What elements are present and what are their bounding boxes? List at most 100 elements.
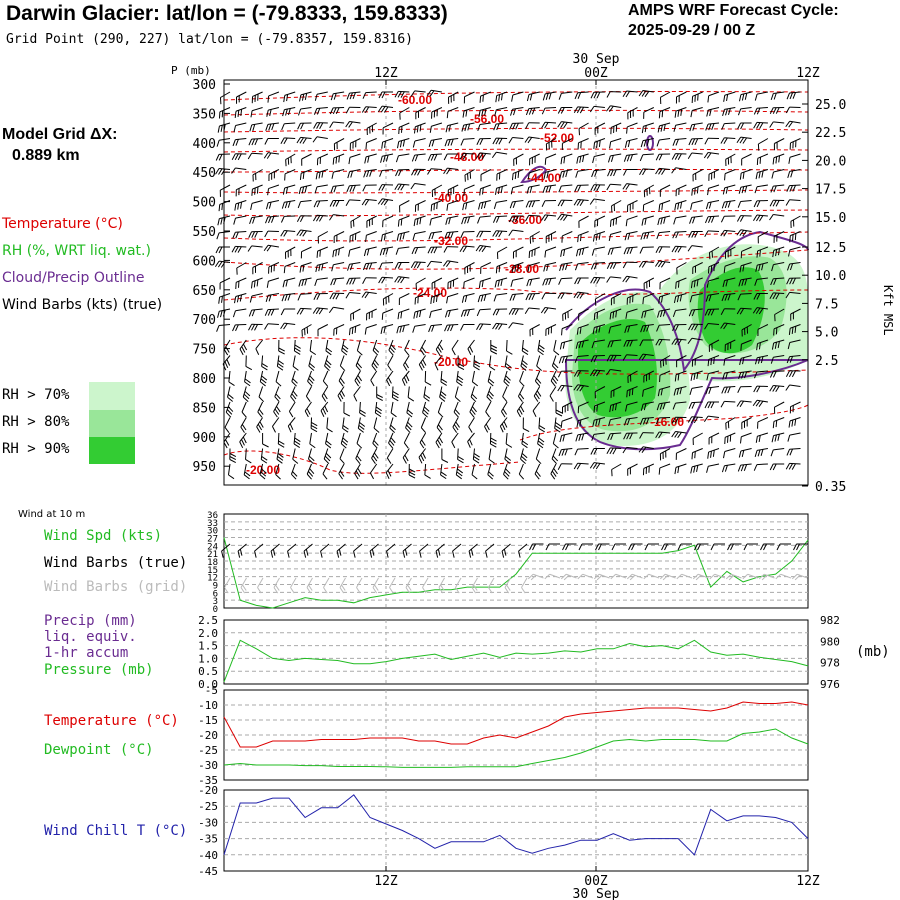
wind-barb [722, 184, 736, 195]
wind-barb [787, 339, 801, 350]
wind-barb [754, 184, 768, 194]
wind-barb [770, 91, 785, 101]
wind-barb [578, 122, 589, 136]
wind-barb [558, 277, 573, 285]
wind-barb [244, 370, 251, 387]
wind-barb [354, 463, 362, 480]
surface-grid-barb [422, 577, 429, 594]
surface-wind-barb [501, 543, 511, 558]
label-wind-speed: Wind Spd (kts) [44, 528, 163, 544]
wind-barb [322, 370, 329, 387]
wind-barb [703, 151, 720, 159]
wind-barb [671, 167, 687, 174]
wind-barb [259, 370, 268, 387]
y-tick-label: -10 [198, 699, 218, 712]
wind-barb [284, 246, 296, 259]
isotherm [223, 209, 809, 217]
height-tick-label: 2.5 [815, 354, 838, 369]
surface-wind-barb [518, 543, 528, 558]
wind-barb [522, 417, 530, 433]
wind-barb [524, 136, 540, 144]
wind-barb [676, 355, 687, 368]
wind-barb [676, 262, 687, 275]
wind-barb [313, 107, 328, 115]
wind-barb [489, 432, 497, 448]
wind-barb [346, 91, 361, 100]
wind-barb [606, 91, 622, 98]
wind-barb [611, 463, 622, 477]
wind-barb [508, 322, 524, 329]
wind-barb [262, 433, 269, 448]
wind-barb [460, 324, 475, 331]
pressure-axis-title: P (mb) [171, 64, 211, 77]
wind-barb [267, 91, 280, 103]
wind-barb [557, 121, 573, 129]
wind-barb [675, 184, 687, 197]
wind-barb [504, 355, 512, 371]
wind-barb [377, 105, 394, 113]
wind-barb [606, 105, 622, 112]
wind-barb [255, 339, 263, 355]
wind-barb [562, 308, 573, 322]
wind-barb [451, 339, 459, 356]
wind-barb [285, 153, 296, 167]
wind-barb [496, 246, 508, 260]
wind-barb [707, 448, 720, 459]
wind-barb [737, 293, 752, 301]
wind-barb [216, 138, 231, 147]
wind-barb [519, 370, 525, 387]
wind-barb [786, 184, 801, 192]
label-pressure: Pressure (mb) [44, 662, 154, 678]
wind-barb [527, 169, 540, 180]
y-tick-label: -20 [198, 784, 218, 797]
wind-barb [490, 340, 498, 355]
wind-barb [460, 308, 475, 317]
wind-barb [477, 122, 491, 132]
surface-wind-barb [237, 543, 247, 558]
series-line-dewpoint-c [223, 728, 809, 768]
wind-barb [228, 370, 235, 386]
wind-barb [411, 153, 426, 162]
surface-grid-barb [356, 577, 363, 594]
wind-barb [609, 308, 622, 320]
wind-barb [640, 324, 654, 333]
surface-grid-barb [643, 573, 660, 580]
height-tick-label: 25.0 [815, 98, 846, 113]
wind-barb [788, 153, 801, 164]
wind-barb [353, 386, 361, 402]
wind-barb [349, 231, 361, 243]
wind-barb [738, 91, 752, 102]
wind-barb [402, 448, 410, 464]
wind-barb [492, 230, 508, 238]
wind-barb [773, 401, 785, 414]
legend-rh90-swatch [89, 437, 135, 464]
wind-barb [461, 215, 475, 225]
wind-barb [737, 386, 752, 393]
pressure-tick-label: 300 [193, 78, 216, 93]
surface-grid-barb [791, 573, 808, 581]
wind-barb [722, 370, 736, 380]
wind-barb [328, 306, 345, 314]
series-line-pressure-mb [223, 639, 809, 683]
wind-barb [317, 231, 329, 244]
surface-wind-barb [677, 543, 692, 551]
wind-barb [297, 107, 312, 116]
wind-barb [452, 417, 460, 433]
pressure-tick-label: 500 [193, 196, 216, 211]
wind-barb [293, 339, 301, 355]
wind-barb [560, 153, 573, 165]
wind-barb [437, 401, 444, 418]
surface-grid-barb [742, 573, 759, 580]
wind-barb [282, 107, 296, 117]
wind-barb [247, 152, 263, 160]
wind-barb [331, 169, 345, 179]
wind-barb [445, 215, 459, 225]
wind-barb [540, 306, 557, 314]
wind-barb [736, 215, 752, 222]
wind-barb [227, 386, 234, 402]
wind-barb [642, 463, 655, 476]
pressure-tick-label: 600 [193, 254, 216, 269]
wind-barb [420, 417, 427, 434]
wind-barb [419, 339, 427, 356]
wind-barb [394, 262, 410, 269]
